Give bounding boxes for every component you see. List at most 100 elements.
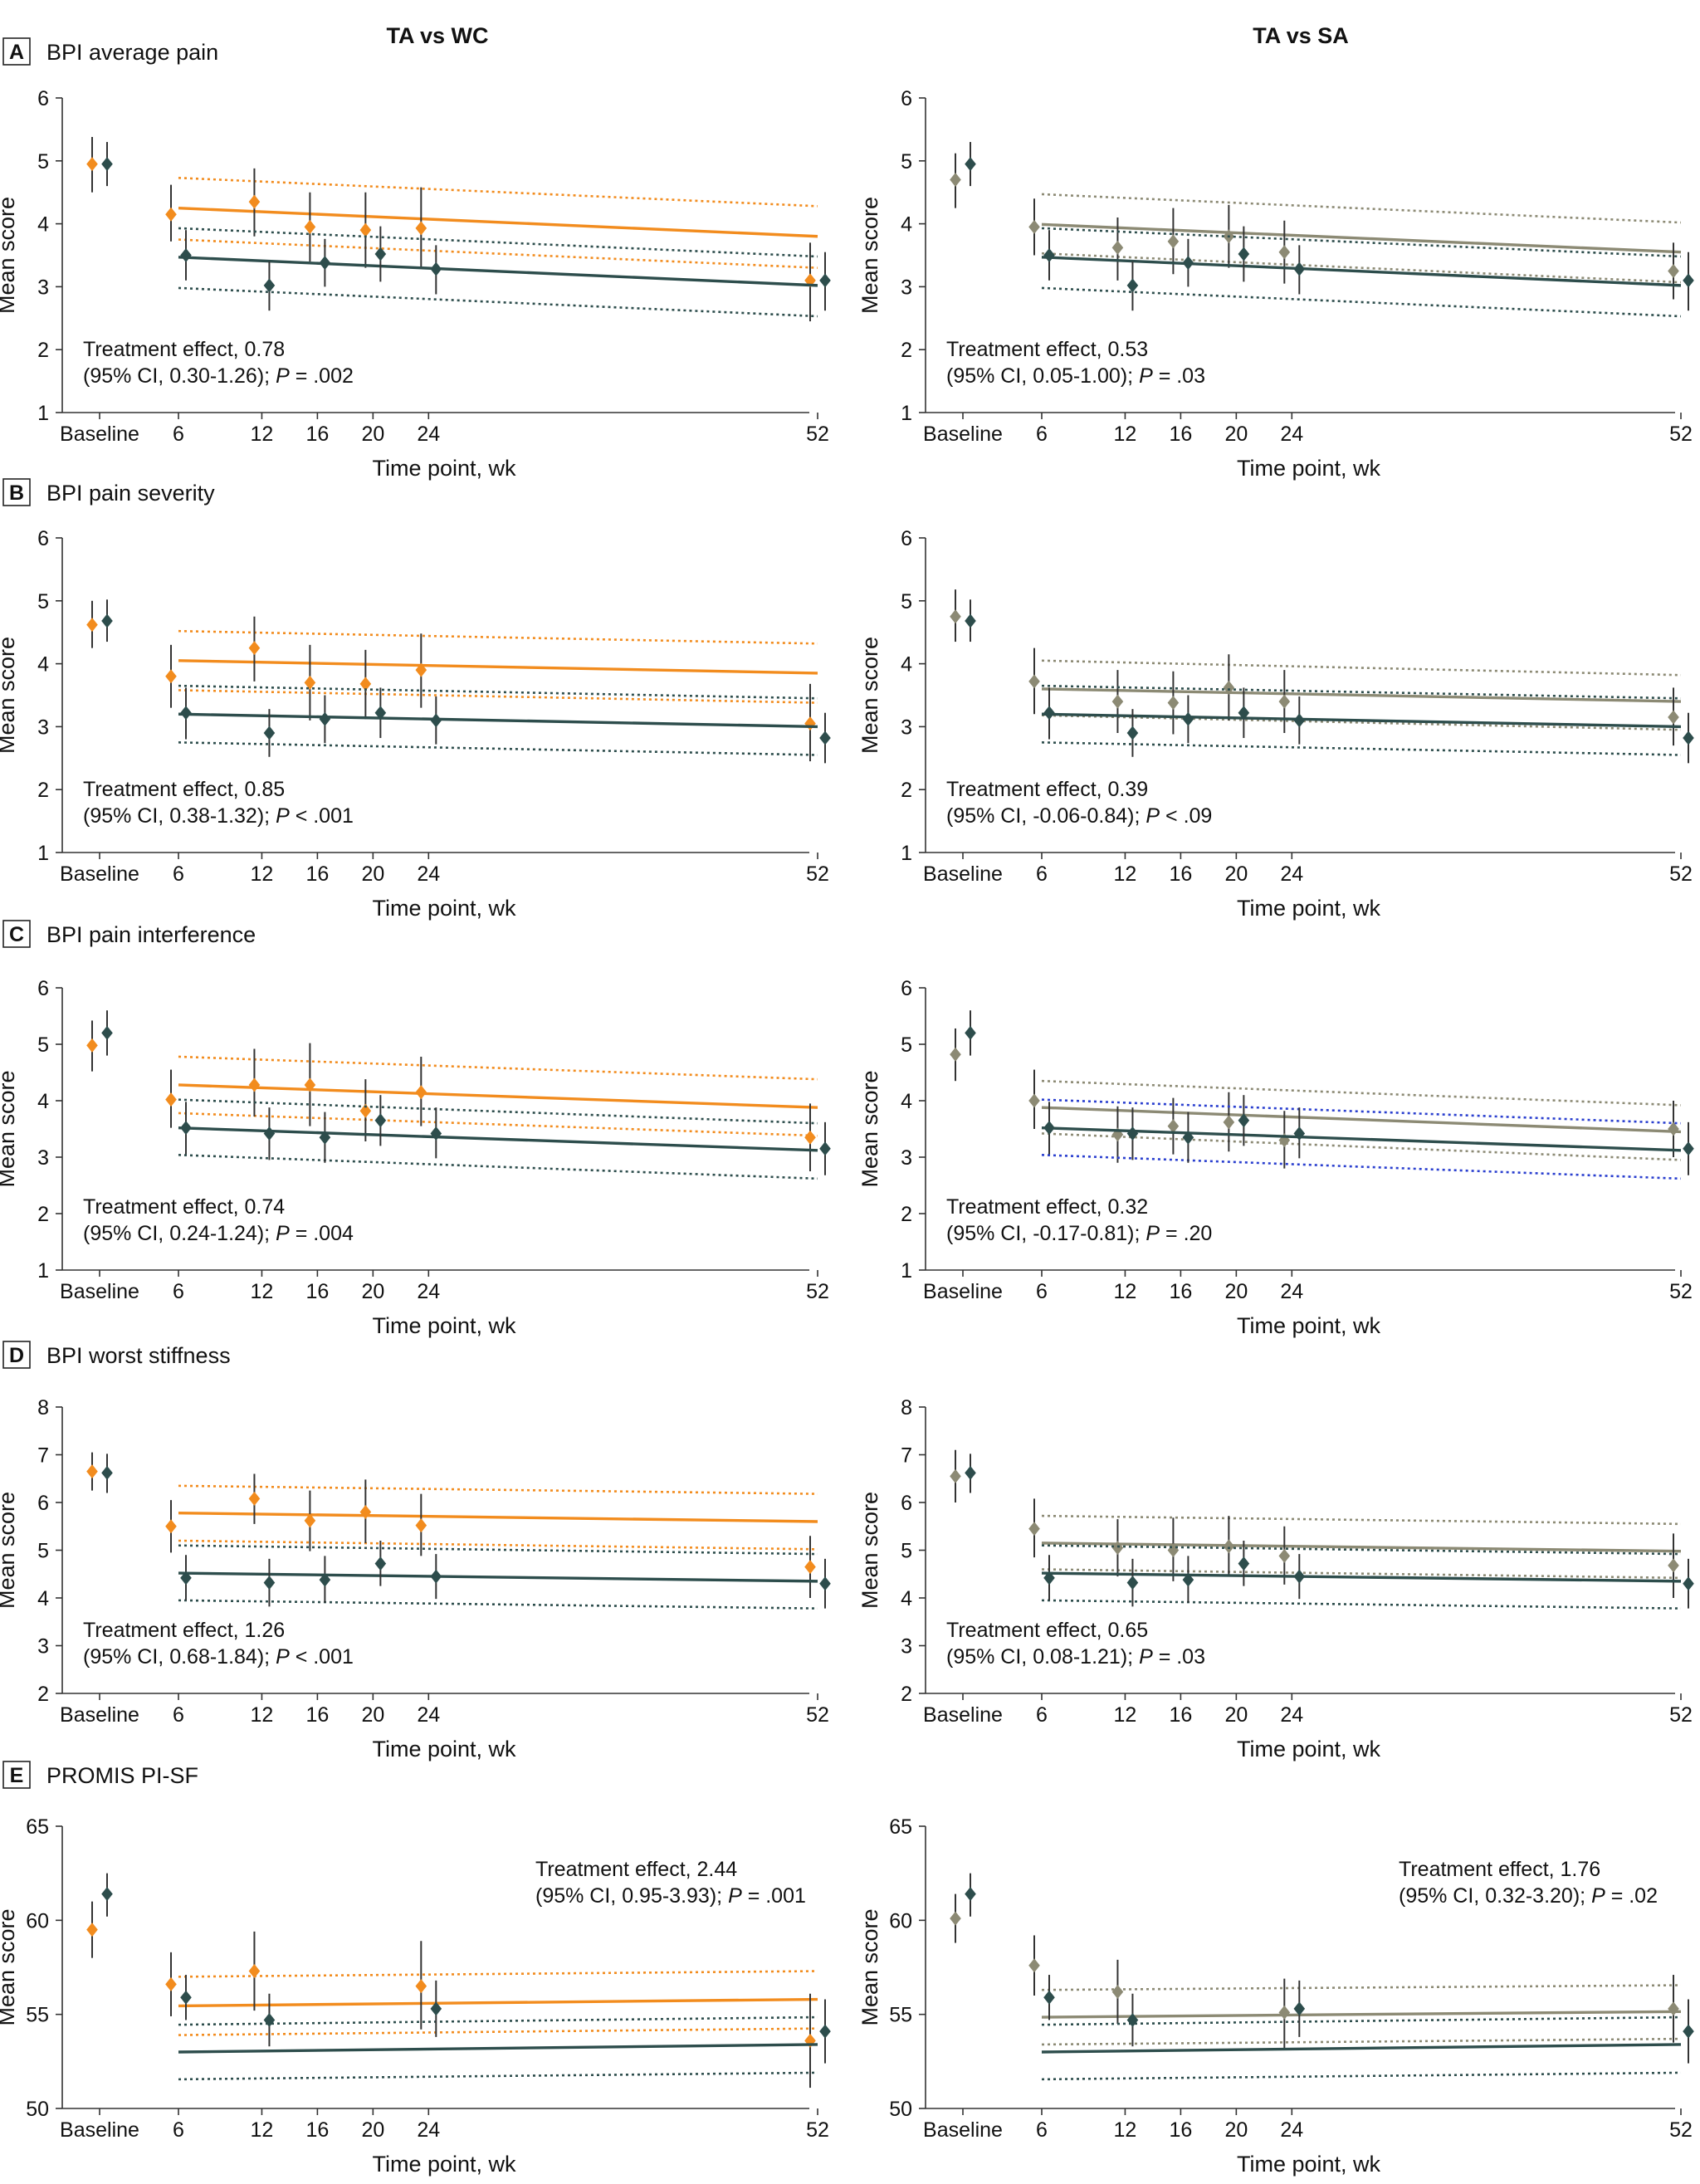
x-axis-label: Time point, wk (1237, 456, 1381, 481)
y-tick-label: 4 (37, 213, 49, 237)
y-tick-label: 60 (889, 1909, 912, 1932)
y-tick-label: 2 (37, 1203, 49, 1226)
data-point (804, 716, 816, 731)
y-tick-label: 5 (37, 150, 49, 173)
x-tick-label: 16 (305, 1703, 329, 1727)
chart-E-SA: 50 55 60 65 Baseline 6 12 16 20 24 52 Mean score Tim… (857, 1815, 1694, 2177)
annotation-effect: Treatment effect, 1.26 (83, 1619, 285, 1642)
annotation-p-symbol: P (276, 1645, 290, 1669)
data-point (101, 1465, 113, 1480)
data-point (374, 1556, 387, 1571)
x-tick-label: 16 (305, 423, 329, 446)
fit-line (1041, 2043, 1682, 2054)
annotation-p-symbol: P (1139, 364, 1153, 388)
y-axis-label: Mean score (857, 197, 882, 314)
annotation-p-value: = .002 (290, 364, 354, 388)
x-tick-label: 6 (1036, 862, 1048, 886)
annotation-effect: Treatment effect, 0.53 (946, 338, 1148, 361)
panel-header-B: B BPI pain severity (2, 478, 215, 506)
annotation-p-symbol: P (728, 1884, 742, 1908)
x-tick-label: 16 (1169, 1703, 1192, 1727)
y-tick-label: 3 (37, 716, 49, 739)
x-tick-label: 6 (173, 1280, 184, 1303)
annotation-p-value: = .004 (290, 1222, 354, 1245)
ci-lower-line (1041, 741, 1682, 756)
y-tick-label: 60 (26, 1909, 49, 1932)
data-point (1182, 256, 1194, 271)
data-point (101, 613, 113, 628)
x-tick-label: 20 (361, 423, 384, 446)
ci-upper-line (178, 684, 818, 700)
data-point (1167, 234, 1180, 249)
y-tick-label: 2 (901, 1203, 912, 1226)
x-tick-label: Baseline (923, 1280, 1003, 1303)
data-point (101, 1025, 113, 1040)
ci-upper-line (178, 176, 818, 208)
y-tick-label: 1 (901, 1259, 912, 1283)
x-tick-label: 52 (1669, 1280, 1693, 1303)
ci-lower-line (1041, 1153, 1682, 1180)
panel-letter: B (9, 481, 24, 505)
data-point (180, 1571, 192, 1585)
annotation-effect: Treatment effect, 0.78 (83, 338, 285, 361)
annotation-p-symbol: P (1146, 1222, 1160, 1245)
data-point (180, 1990, 192, 2005)
y-tick-label: 6 (37, 1492, 49, 1515)
data-point (1043, 1571, 1055, 1585)
y-tick-label: 8 (901, 1396, 912, 1419)
fit-line (178, 2043, 818, 2054)
data-point (1182, 1130, 1194, 1145)
panel-letter-box (2, 478, 31, 506)
data-point (1293, 713, 1306, 728)
y-tick-label: 4 (37, 1090, 49, 1113)
fit-line (1041, 256, 1682, 287)
data-point (1668, 1121, 1679, 1136)
data-point (804, 1130, 816, 1145)
data-point (1293, 1126, 1306, 1141)
y-tick-label: 6 (37, 977, 49, 1000)
panels: A BPI average pain B BPI pain severity C BPI … (0, 37, 1694, 2177)
x-tick-label: 6 (1036, 1280, 1048, 1303)
y-tick-label: 1 (901, 842, 912, 865)
ci-upper-line (178, 227, 818, 258)
annotation-ci: (95% CI, 0.32-3.20); P = .02 (1399, 1884, 1658, 1908)
y-axis-label: Mean score (0, 1492, 19, 1609)
annotation-effect: Treatment effect, 0.39 (946, 778, 1148, 801)
annotation-p-symbol: P (1146, 804, 1160, 828)
x-tick-label: Baseline (60, 1280, 139, 1303)
fit-line (178, 1511, 818, 1523)
y-tick-label: 5 (901, 1540, 912, 1563)
y-tick-label: 7 (37, 1444, 49, 1468)
x-tick-label: 52 (1669, 1703, 1693, 1727)
data-point (1167, 1119, 1180, 1134)
y-axis-label: Mean score (857, 1492, 882, 1609)
data-point (950, 1047, 961, 1062)
y-axis-label: Mean score (0, 1908, 19, 2025)
panel-title: BPI worst stiffness (46, 1343, 231, 1368)
x-tick-label: 24 (417, 1280, 440, 1303)
data-point (1167, 696, 1180, 711)
annotation-ci-text: (95% CI, 0.68-1.84); (83, 1645, 276, 1669)
x-tick-label: Baseline (923, 2118, 1003, 2142)
data-point (1683, 1576, 1694, 1591)
series-TA (101, 599, 831, 764)
y-tick-label: 3 (37, 1146, 49, 1170)
ci-lower-line (1041, 252, 1682, 284)
y-tick-label: 6 (37, 527, 49, 550)
annotation-p-value: = .02 (1605, 1884, 1658, 1908)
annotation-p-value: < .09 (1160, 804, 1212, 828)
ci-upper-line (178, 629, 818, 645)
data-point (304, 219, 316, 234)
data-point (965, 1025, 976, 1040)
annotation-p-symbol: P (276, 804, 290, 828)
x-tick-label: 24 (417, 423, 440, 446)
x-tick-label: 12 (1114, 1280, 1137, 1303)
x-tick-label: 20 (361, 862, 384, 886)
data-point (1238, 706, 1250, 721)
ci-upper-line (1041, 1079, 1682, 1107)
